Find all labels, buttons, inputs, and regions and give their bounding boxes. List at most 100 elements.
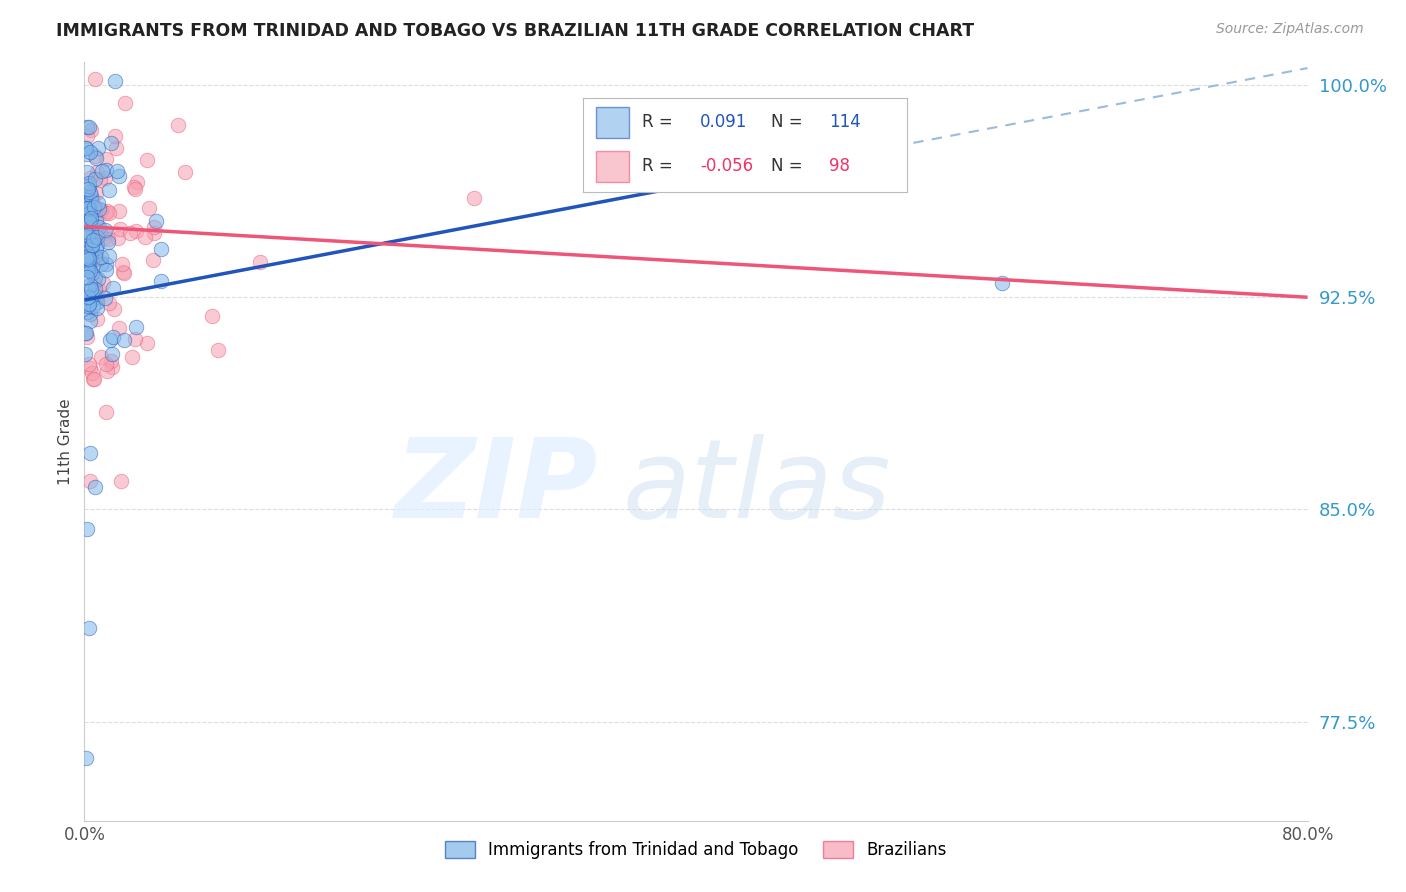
Text: 0.091: 0.091 [700,113,747,131]
Point [76,260,98,274]
Text: ZIP: ZIP [395,434,598,541]
Point [80,247,103,261]
Point [127,175,149,189]
Point [77,290,100,304]
Point [75,347,97,361]
Point [84,241,107,255]
Point [79,145,101,159]
Point [86,294,108,309]
Point [77,181,100,195]
Point [87,281,110,295]
Point [145,213,167,227]
Point [108,204,131,219]
Point [80,220,103,235]
Point [83,72,105,87]
Point [79,446,101,460]
Point [76,208,98,222]
Point [112,266,135,280]
Point [112,333,135,347]
Point [86,301,108,316]
Point [73,239,96,253]
Point [97,235,120,249]
Point [80,193,103,207]
Point [101,347,124,361]
Point [96,162,118,177]
Point [93,171,115,186]
Point [82,372,104,386]
Text: IMMIGRANTS FROM TRINIDAD AND TOBAGO VS BRAZILIAN 11TH GRADE CORRELATION CHART: IMMIGRANTS FROM TRINIDAD AND TOBAGO VS B… [56,22,974,40]
Point [77,258,100,272]
Text: atlas: atlas [623,434,891,541]
Point [77,284,100,298]
Point [73,326,96,340]
Point [111,257,134,271]
Text: N =: N = [770,113,803,131]
Point [79,170,101,185]
Point [249,255,271,269]
Point [76,129,98,144]
Point [124,182,146,196]
Point [149,274,172,288]
Point [120,226,142,240]
Point [86,219,108,233]
Point [76,253,98,268]
Point [991,276,1014,290]
Point [93,276,115,290]
Point [79,291,101,305]
Point [124,333,146,347]
Point [84,213,107,227]
Point [83,248,105,262]
Point [90,350,112,364]
Point [90,257,112,271]
Point [167,118,190,132]
Point [108,221,131,235]
Point [79,214,101,228]
Point [77,201,100,215]
Point [75,751,97,765]
Point [86,312,108,326]
Point [97,205,120,219]
Point [86,252,108,266]
Point [77,239,100,253]
Point [90,202,112,217]
Point [110,474,132,488]
Point [79,206,101,220]
Point [94,262,117,277]
Point [84,171,107,186]
Point [76,522,98,536]
Point [93,231,115,245]
Point [86,164,108,178]
Point [149,242,172,256]
Text: R =: R = [641,113,672,131]
Bar [596,151,628,183]
Text: 98: 98 [830,157,851,175]
Point [93,227,115,241]
Point [82,237,104,252]
Point [94,223,117,237]
Point [77,249,100,263]
Point [94,291,117,305]
Point [79,263,101,277]
Point [79,277,101,292]
Point [80,211,103,226]
Bar [596,106,628,138]
Point [87,196,110,211]
Text: N =: N = [770,157,803,175]
Point [96,364,118,378]
Point [89,173,111,187]
Point [83,288,105,302]
Point [79,361,101,376]
Point [80,282,103,296]
Point [94,206,117,220]
Point [80,266,103,280]
Point [101,281,124,295]
Point [75,252,97,267]
Point [77,201,100,215]
Point [80,194,103,208]
Point [76,330,98,344]
Point [77,176,100,190]
Legend: Immigrants from Trinidad and Tobago, Brazilians: Immigrants from Trinidad and Tobago, Bra… [439,834,953,865]
Point [174,165,197,179]
Point [125,225,148,239]
Point [79,264,101,278]
